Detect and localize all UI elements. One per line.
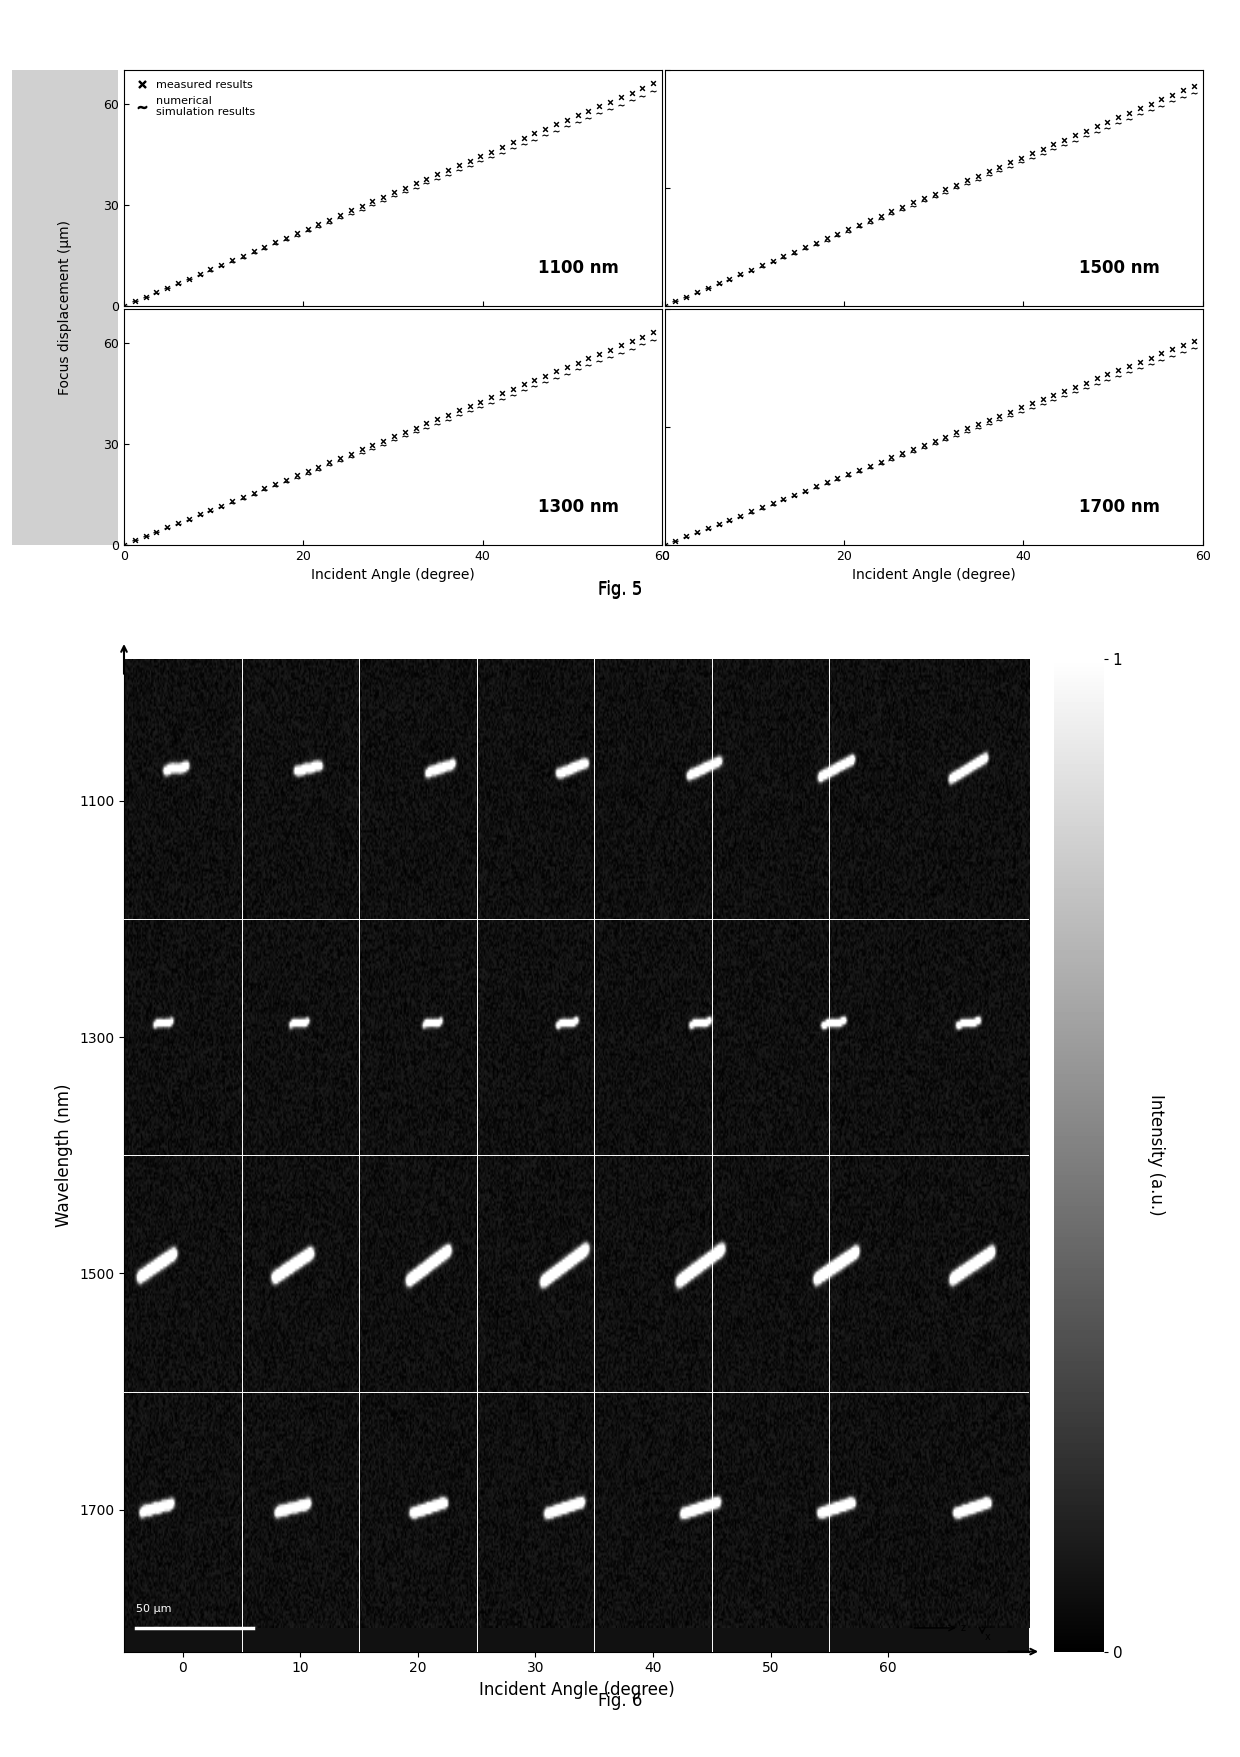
Text: Fig. 6: Fig. 6	[598, 1692, 642, 1710]
Text: 1700 nm: 1700 nm	[1079, 499, 1159, 517]
Text: 1100 nm: 1100 nm	[538, 260, 619, 278]
X-axis label: Incident Angle (degree): Incident Angle (degree)	[479, 1681, 675, 1699]
X-axis label: Incident Angle (degree): Incident Angle (degree)	[852, 568, 1016, 582]
Text: x: x	[985, 1632, 991, 1643]
Text: Focus displacement (μm): Focus displacement (μm)	[58, 220, 72, 395]
Y-axis label: Wavelength (nm): Wavelength (nm)	[56, 1084, 73, 1226]
Y-axis label: Intensity (a.u.): Intensity (a.u.)	[1147, 1095, 1166, 1216]
Text: 1500 nm: 1500 nm	[1079, 260, 1159, 278]
Text: z: z	[961, 1623, 966, 1632]
X-axis label: Incident Angle (degree): Incident Angle (degree)	[311, 568, 475, 582]
Text: 50 μm: 50 μm	[135, 1604, 171, 1613]
Text: 1300 nm: 1300 nm	[538, 499, 619, 517]
Text: Fig. 5: Fig. 5	[598, 582, 642, 599]
Legend: measured results, numerical
simulation results: measured results, numerical simulation r…	[129, 76, 260, 121]
Text: Fig. 5: Fig. 5	[598, 580, 642, 597]
